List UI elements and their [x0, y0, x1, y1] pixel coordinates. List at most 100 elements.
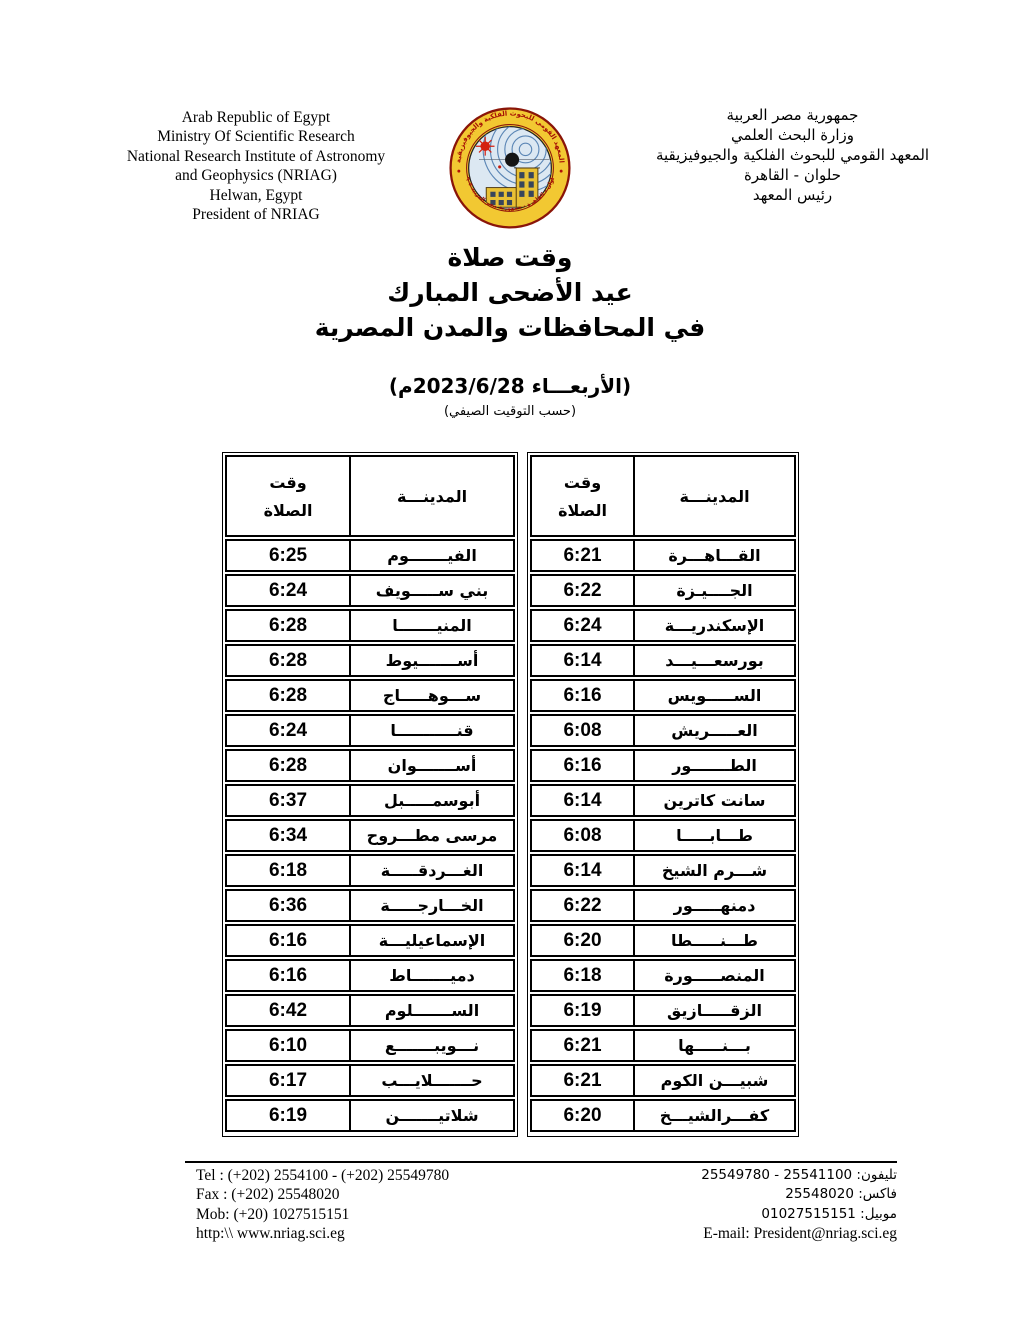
footer-contact-arabic: تليفون: 25541100 - 25549780 فاكس: 255480…	[557, 1166, 897, 1244]
city-name: شـــرم الشيخ	[661, 861, 768, 880]
table-row: 6:36 الخـــارجـــــة	[225, 889, 515, 922]
city-name: الفيـــــــوم	[387, 546, 477, 565]
table-row: 6:28 ســـوهـــــاج	[225, 679, 515, 712]
prayer-time-value: 6:21	[532, 541, 635, 570]
table-row: 6:42 الســـــــلوم	[225, 994, 515, 1027]
prayer-time-value: 6:24	[227, 716, 351, 745]
table-row: 6:21 القـــاهـــرة	[530, 539, 796, 572]
prayer-time-value: 6:19	[532, 996, 635, 1025]
col-header-time-word1: وقت	[269, 472, 307, 492]
prayer-time-value: 6:24	[227, 576, 351, 605]
table-row: 6:21 شبيـــن الكوم	[530, 1064, 796, 1097]
table-row: 6:17 حـــــــلايـــب	[225, 1064, 515, 1097]
table-row: 6:24 قنـــــــــــا	[225, 714, 515, 747]
footer-website: http:\\ www.nriag.sci.eg	[196, 1225, 345, 1243]
prayer-time-value: 6:22	[532, 576, 635, 605]
city-name: دميـــــــاط	[389, 966, 475, 985]
footer-tel-ar: تليفون: 25541100 - 25549780	[701, 1167, 897, 1183]
city-name: بني ســـــويف	[375, 581, 489, 600]
footer-divider	[185, 1161, 897, 1163]
table-row: 6:22 دمنهـــــور	[530, 889, 796, 922]
city-name: بورسعـــيـــد	[665, 651, 764, 670]
org-country-en: Arab Republic of Egypt	[181, 109, 331, 126]
table-row: 6:34 مرسى مطـــروح	[225, 819, 515, 852]
prayer-time-value: 6:42	[227, 996, 351, 1025]
city-name: الإسماعيليـــة	[378, 931, 486, 950]
city-name: دمنهـــــور	[673, 896, 756, 915]
city-name: الإسكندريـــة	[664, 616, 765, 635]
table-row: 6:37 أبوسمـــــبل	[225, 784, 515, 817]
col-header-prayer-time: وقت الصلاة	[227, 457, 351, 535]
prayer-time-value: 6:28	[227, 646, 351, 675]
table-row: 6:08 طـــابـــــا	[530, 819, 796, 852]
table-row: 6:28 المنيـــــــا	[225, 609, 515, 642]
nriag-logo-svg: المعهد القومى للبحوث الفلكية والجيوفيزيق…	[445, 103, 571, 229]
prayer-time-value: 6:28	[227, 751, 351, 780]
org-president-en: President of NRIAG	[192, 206, 320, 224]
col-header-city: المدينـــة	[679, 486, 750, 506]
org-ministry-en: Ministry Of Scientific Research	[157, 128, 355, 146]
title-line-1: وقت صلاة	[447, 243, 573, 272]
prayer-time-value: 6:16	[227, 961, 351, 990]
prayer-time-value: 6:25	[227, 541, 351, 570]
city-name: شلاتيـــــــن	[385, 1106, 479, 1125]
city-name: حـــــــلايـــب	[381, 1071, 483, 1090]
city-name: الطـــــــور	[672, 756, 757, 775]
city-name: أســـــــيوط	[385, 651, 479, 670]
table-header-row: وقت الصلاة المدينـــة	[225, 455, 515, 537]
city-name: سانت كاترين	[663, 791, 766, 810]
footer-mob-ar: موبيل: 01027515151	[761, 1205, 897, 1222]
table-row: 6:24 الإسكندريـــة	[530, 609, 796, 642]
org-country-ar: جمهورية مصر العربية	[726, 106, 859, 124]
org-city-en: Helwan, Egypt	[209, 186, 303, 204]
table-row: 6:20 كفـــرالشيـــخ	[530, 1099, 796, 1132]
city-name: قنـــــــــــا	[390, 721, 474, 740]
city-name: القـــاهـــرة	[668, 546, 761, 565]
table-row: 6:28 أســـــــوان	[225, 749, 515, 782]
city-name: المنصـــــورة	[664, 966, 765, 985]
table-row: 6:14 سانت كاترين	[530, 784, 796, 817]
table-row: 6:16 دميـــــــاط	[225, 959, 515, 992]
prayer-time-value: 6:18	[532, 961, 635, 990]
prayer-times-tables: وقت الصلاة المدينـــة 6:25 الفيـــــــوم 6…	[222, 452, 799, 1137]
nriag-logo-icon: المعهد القومى للبحوث الفلكية والجيوفيزيق…	[445, 103, 572, 232]
table-row: 6:18 المنصـــــورة	[530, 959, 796, 992]
org-institute-en-2: and Geophysics (NRIAG)	[175, 167, 337, 185]
city-name: العـــــريش	[671, 721, 758, 740]
prayer-time-value: 6:28	[227, 681, 351, 710]
table-header-row: وقت الصلاة المدينـــة	[530, 455, 796, 537]
org-ministry-ar: وزارة البحث العلمي	[730, 126, 855, 144]
col-header-time-word2: الصلاة	[263, 500, 313, 520]
org-institute-ar: المعهد القومي للبحوث الفلكية والجيوفيزيق…	[655, 146, 930, 164]
col-header-time-word1: وقت	[563, 472, 602, 492]
org-institute-en-1: National Research Institute of Astronomy	[126, 147, 386, 165]
table-row: 6:28 أســـــــيوط	[225, 644, 515, 677]
prayer-time-value: 6:14	[532, 856, 635, 885]
city-name: طـــنـــــطا	[671, 931, 758, 950]
prayer-table-left: وقت الصلاة المدينـــة 6:25 الفيـــــــوم 6…	[222, 452, 518, 1137]
table-row: 6:14 بورسعـــيـــد	[530, 644, 796, 677]
table-row: 6:14 شـــرم الشيخ	[530, 854, 796, 887]
org-city-ar: حلوان - القاهرة	[743, 166, 842, 184]
table-row: 6:24 بني ســـــويف	[225, 574, 515, 607]
prayer-time-value: 6:37	[227, 786, 351, 815]
footer-fax-ar: فاكس: 25548020	[785, 1186, 897, 1203]
table-row: 6:20 طـــنـــــطا	[530, 924, 796, 957]
title-line-2: عيد الأضحى المبارك	[387, 278, 633, 307]
city-name: الغـــردقـــــة	[380, 861, 484, 880]
prayer-time-value: 6:10	[227, 1031, 351, 1060]
city-name: الزقـــــازيق	[667, 1001, 762, 1020]
table-row: 6:19 شلاتيـــــــن	[225, 1099, 515, 1132]
letterhead-english: Arab Republic of Egypt Ministry Of Scien…	[90, 108, 422, 224]
city-name: أبوسمـــــبل	[383, 791, 481, 810]
prayer-time-value: 6:20	[532, 1101, 635, 1130]
prayer-time-value: 6:16	[532, 751, 635, 780]
letterhead-arabic: جمهورية مصر العربية وزارة البحث العلمي ا…	[625, 105, 960, 205]
prayer-time-value: 6:17	[227, 1066, 351, 1095]
city-name: المنيـــــــا	[392, 616, 472, 635]
prayer-time-value: 6:36	[227, 891, 351, 920]
table-row: 6:21 بـــنـــــها	[530, 1029, 796, 1062]
footer-fax-en: Fax : (+202) 25548020	[196, 1186, 340, 1204]
prayer-time-value: 6:19	[227, 1101, 351, 1130]
